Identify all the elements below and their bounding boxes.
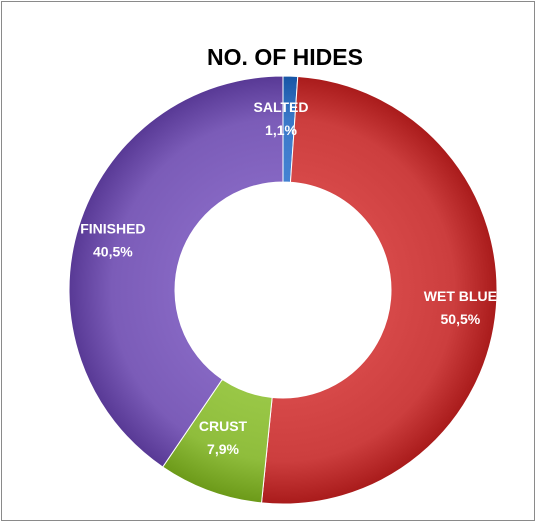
slice-name-wet-blue: WET BLUE	[424, 288, 497, 304]
slice-value-crust: 7,9%	[207, 441, 239, 457]
slice-value-salted: 1,1%	[265, 122, 297, 138]
slice-value-wet-blue: 50,5%	[441, 311, 481, 327]
labels-group: SALTED 1,1% WET BLUE 50,5% CRUST 7,9% FINISHED…	[80, 99, 497, 457]
slice-finished	[68, 75, 284, 468]
slice-wet-blue	[260, 75, 498, 504]
slice-name-finished: FINISHED	[80, 221, 145, 237]
slices-group	[68, 75, 498, 504]
slice-name-crust: CRUST	[199, 418, 248, 434]
slice-name-salted: SALTED	[254, 99, 309, 115]
slice-value-finished: 40,5%	[93, 244, 133, 260]
chart-title: NO. OF HIDES	[207, 44, 363, 70]
doughnut-chart: SALTED 1,1% WET BLUE 50,5% CRUST 7,9% FINISHED…	[68, 75, 498, 504]
